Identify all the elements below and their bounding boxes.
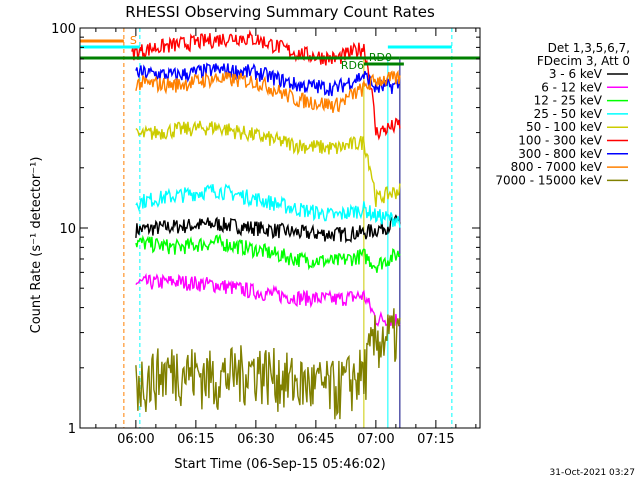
legend-label: 100 - 300 keV	[518, 134, 602, 148]
chart-title: RHESSI Observing Summary Count Rates	[125, 3, 435, 21]
series-line-8	[135, 308, 401, 420]
y-axis-label: Count Rate (s⁻¹ detector⁻¹)	[29, 157, 44, 334]
series-line-4	[135, 120, 401, 207]
series-line-0	[135, 214, 401, 244]
legend-label: 6 - 12 keV	[541, 80, 603, 94]
series-line-3	[135, 183, 401, 228]
timestamp: 31-Oct-2021 03:27	[550, 468, 635, 478]
annotation-label: RD6	[341, 59, 364, 72]
series-line-2	[135, 233, 401, 273]
y-tick-label: 10	[59, 222, 76, 237]
legend-label: 800 - 7000 keV	[511, 160, 603, 174]
x-tick-label: 06:30	[237, 432, 274, 447]
legend-header-1: Det 1,3,5,6,7,	[548, 41, 630, 55]
annotation-label: RD0	[369, 51, 392, 64]
legend-label: 50 - 100 keV	[526, 120, 603, 134]
x-axis-label: Start Time (06-Sep-15 05:46:02)	[174, 457, 385, 472]
x-tick-label: 07:15	[417, 432, 454, 447]
legend-label: 300 - 800 keV	[518, 147, 602, 161]
x-tick-label: 07:00	[357, 432, 394, 447]
legend-label: 7000 - 15000 keV	[495, 173, 602, 187]
y-tick-label: 100	[51, 22, 76, 37]
y-tick-label: 1	[68, 422, 76, 437]
x-tick-label: 06:15	[177, 432, 214, 447]
legend-header-2: FDecim 3, Att 0	[537, 54, 630, 68]
series-line-7	[135, 69, 401, 113]
annotation-label: S	[130, 34, 137, 47]
series-line-5	[131, 29, 401, 141]
series-line-6	[135, 62, 401, 97]
legend-label: 25 - 50 keV	[534, 107, 603, 121]
legend-label: 12 - 25 keV	[534, 94, 603, 108]
series-line-1	[135, 272, 401, 329]
x-tick-label: 06:45	[297, 432, 334, 447]
x-tick-label: 06:00	[117, 432, 154, 447]
legend-label: 3 - 6 keV	[549, 67, 603, 81]
